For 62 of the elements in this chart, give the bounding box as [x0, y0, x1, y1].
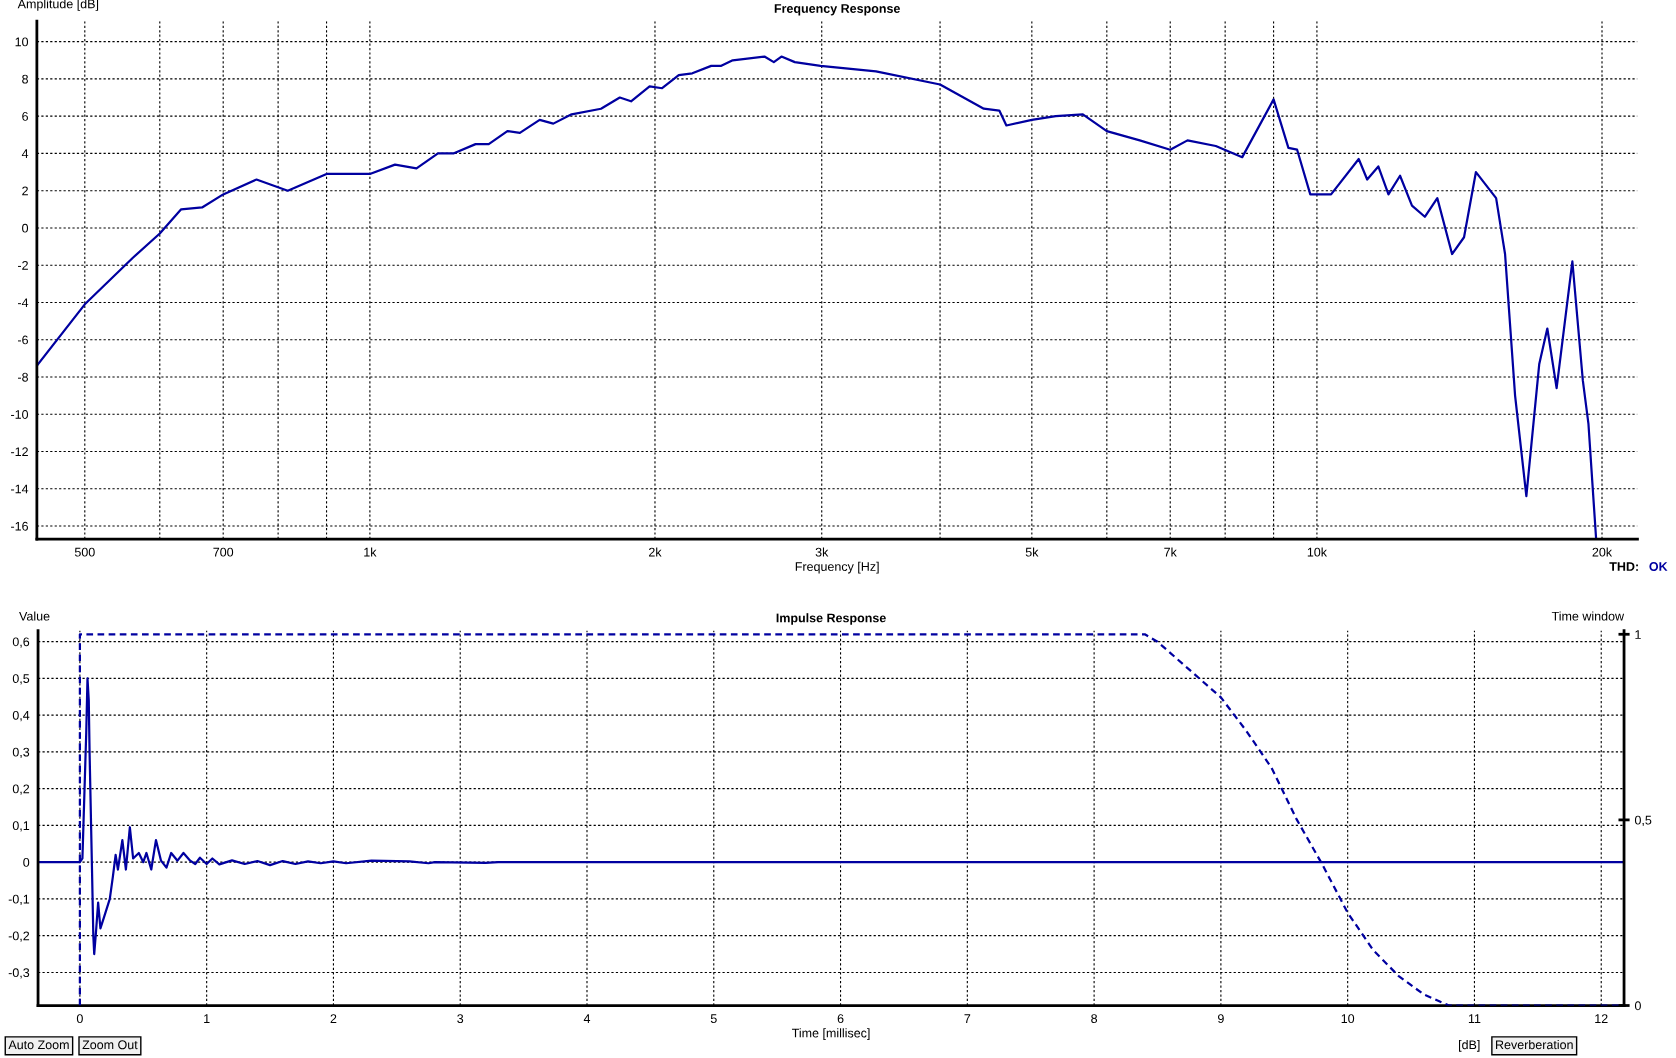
y-axis-title: Value	[19, 611, 50, 621]
y-tick-label: -0,3	[8, 968, 30, 979]
y-tick-label: -0,1	[8, 894, 30, 906]
y-tick-label: -0,2	[8, 931, 30, 942]
x-tick-label: 12	[1595, 1014, 1608, 1023]
y-tick-label: -6	[17, 335, 28, 345]
text: [dB]	[1459, 1040, 1480, 1052]
text: Reverberation	[1496, 1040, 1573, 1050]
x-axis-title: Time [millisec]	[791, 1028, 870, 1040]
x-tick-label: 7k	[1164, 547, 1177, 557]
y-tick-label: -14	[11, 484, 29, 494]
y-tick-label: 0,1	[12, 821, 30, 832]
x-tick-label: 11	[1468, 1014, 1481, 1023]
y2-tick-label: 0	[1634, 1001, 1641, 1011]
x-axis-title: Frequency [Hz]	[795, 561, 879, 574]
y-tick-label: 0,6	[12, 637, 30, 648]
y-tick-label: 2	[22, 186, 28, 196]
x-tick-label: 0	[76, 1014, 83, 1024]
x-tick-label: 5k	[1025, 547, 1039, 557]
y-tick-label: -16	[11, 521, 28, 531]
x-tick-label: 4	[583, 1014, 591, 1023]
y-tick-label: 0	[23, 857, 30, 867]
y-tick-label: 0	[22, 223, 29, 233]
y-tick-label: 4	[21, 149, 29, 158]
text: Auto Zoom	[8, 1040, 69, 1050]
y-tick-label: 6	[22, 111, 28, 121]
y-tick-label: -8	[17, 372, 28, 382]
y-tick-label: 8	[22, 74, 28, 84]
y2-tick-label: 0,5	[1634, 815, 1652, 827]
x-tick-label: 10k	[1307, 547, 1328, 557]
y2-axis-title: Time window	[1551, 611, 1625, 621]
x-tick-label: 500	[74, 547, 95, 557]
y-axis-title: Amplitude [dB]	[17, 0, 99, 11]
x-tick-label: 2k	[649, 547, 662, 557]
text: THD:	[1609, 562, 1638, 571]
y-tick-label: 0,3	[12, 747, 30, 759]
x-tick-label: 6	[837, 1014, 844, 1024]
x-tick-label: 10	[1341, 1014, 1355, 1024]
x-tick-label: 3	[457, 1014, 464, 1024]
x-tick-label: 7	[964, 1014, 971, 1023]
y-tick-label: -12	[11, 447, 28, 457]
y-tick-label: 0,5	[12, 674, 30, 685]
x-tick-label: 700	[213, 547, 234, 557]
x-tick-label: 3k	[815, 547, 829, 557]
y-tick-label: 0,2	[12, 784, 30, 795]
x-tick-label: 20k	[1592, 547, 1613, 557]
y-tick-label: -4	[17, 298, 29, 307]
y-tick-label: 0,4	[12, 710, 30, 722]
x-tick-label: 1k	[364, 547, 377, 557]
y2-tick-label: 1	[1635, 630, 1641, 639]
chart-title: Frequency Response	[774, 4, 900, 16]
y-tick-label: -2	[17, 261, 28, 270]
x-tick-label: 5	[710, 1014, 717, 1024]
x-tick-label: 8	[1091, 1014, 1098, 1024]
x-tick-label: 2	[330, 1014, 337, 1023]
y-tick-label: 10	[15, 37, 29, 47]
text: Zoom Out	[82, 1040, 138, 1050]
y-tick-label: -10	[11, 410, 29, 419]
x-tick-label: 9	[1218, 1014, 1224, 1024]
chart-title: Impulse Response	[776, 613, 886, 625]
text: OK	[1649, 562, 1668, 571]
x-tick-label: 1	[204, 1014, 210, 1023]
